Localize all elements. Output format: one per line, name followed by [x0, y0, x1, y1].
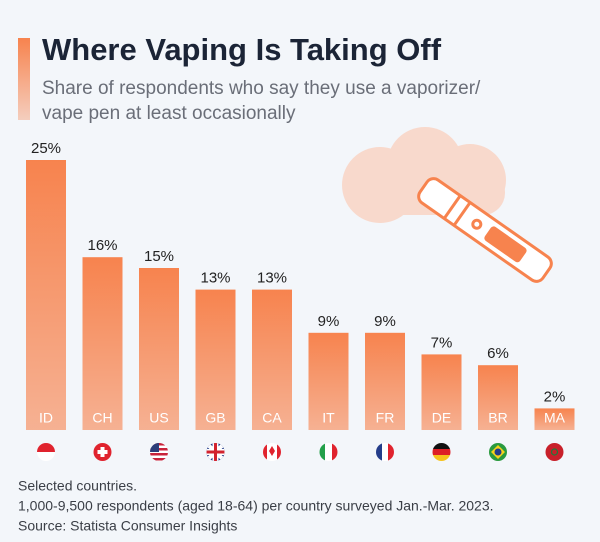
category-label: ID: [39, 410, 53, 426]
value-label: 9%: [374, 313, 396, 330]
value-label: 9%: [318, 313, 340, 330]
value-label: 13%: [200, 270, 230, 287]
value-label: 13%: [257, 270, 287, 287]
bar: [252, 289, 292, 430]
subtitle: Share of respondents who say they use a …: [42, 78, 481, 99]
category-label: MA: [544, 410, 566, 426]
source: Source: Statista Consumer Insights: [18, 518, 237, 534]
bar: [195, 289, 236, 430]
category-label: CA: [262, 410, 282, 426]
value-label: 15%: [144, 248, 174, 265]
bar: [478, 365, 518, 430]
category-label: DE: [432, 410, 451, 426]
value-label: 16%: [87, 237, 117, 254]
category-label: FR: [376, 410, 395, 426]
bar: [365, 332, 405, 430]
value-label: 6%: [487, 345, 509, 362]
bar: [421, 354, 462, 430]
value-label: 2%: [544, 388, 566, 405]
note: 1,000-9,500 respondents (aged 18-64) per…: [18, 498, 494, 514]
note: Selected countries.: [18, 478, 137, 494]
accent-bar: [18, 38, 30, 120]
category-label: IT: [322, 410, 335, 426]
bar: [82, 257, 123, 430]
vape-illustration: [342, 127, 553, 283]
bar: [139, 268, 179, 430]
category-label: US: [149, 410, 168, 426]
value-label: 25%: [31, 140, 61, 157]
category-label: CH: [92, 410, 112, 426]
bar: [26, 160, 66, 430]
category-label: BR: [488, 410, 507, 426]
category-label: GB: [205, 410, 225, 426]
value-label: 7%: [431, 334, 453, 351]
subtitle: vape pen at least occasionally: [42, 103, 296, 124]
flags: [37, 443, 564, 461]
bar: [308, 332, 349, 430]
bar: [534, 408, 575, 430]
title: Where Vaping Is Taking Off: [42, 32, 442, 67]
